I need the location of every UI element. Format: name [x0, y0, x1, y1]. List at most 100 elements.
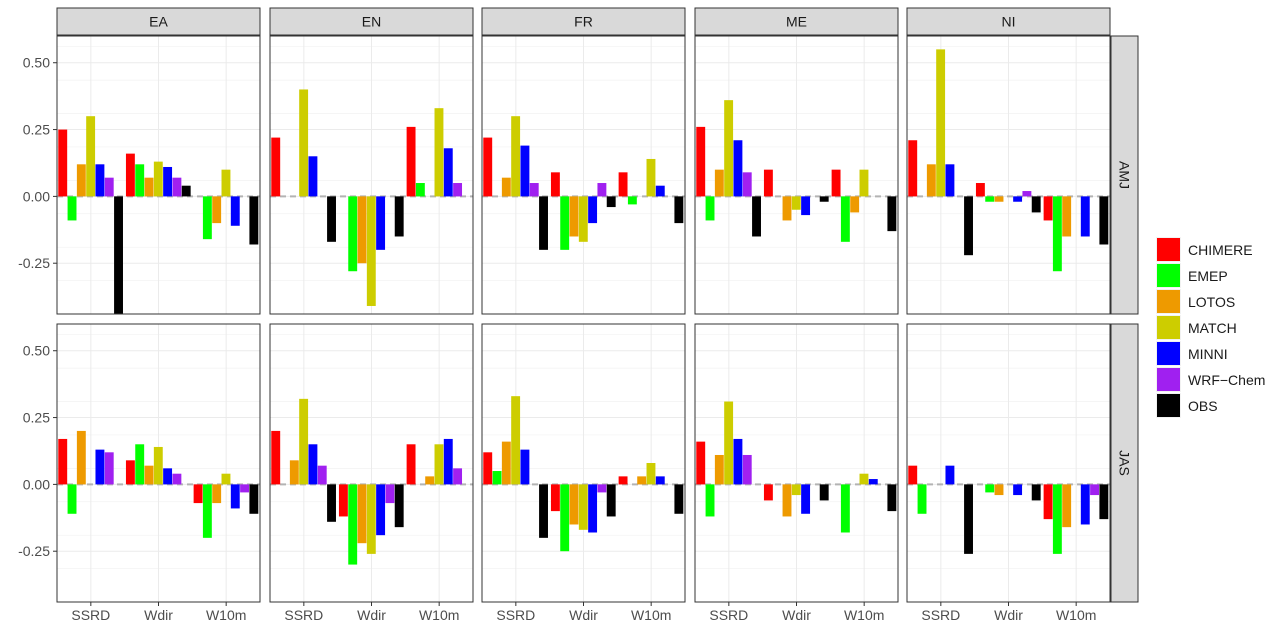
bar-amj-ea-wdir-wrfchem	[172, 177, 182, 197]
bar-amj-ea-ssrd-match	[86, 116, 96, 197]
bar-amj-ea-ssrd-chimere	[58, 129, 68, 197]
bar-amj-ni-wdir-obs	[1031, 196, 1041, 213]
bar-jas-en-wdir-wrfchem	[385, 484, 395, 504]
bar-jas-ea-w10m-minni	[230, 484, 240, 509]
panel-border	[694, 35, 899, 315]
bar-amj-fr-ssrd-wrfchem	[529, 183, 539, 197]
bar-amj-me-wdir-match	[791, 196, 801, 210]
bar-amj-ni-wdir-minni	[1013, 196, 1023, 202]
bar-jas-fr-wdir-obs	[606, 484, 616, 517]
bar-jas-fr-wdir-emep	[560, 484, 570, 552]
bar-jas-fr-ssrd-emep	[492, 471, 502, 485]
bar-amj-en-wdir-obs	[394, 196, 404, 237]
bar-amj-en-w10m-match	[434, 108, 444, 197]
bar-amj-me-wdir-lotos	[782, 196, 792, 221]
bar-amj-me-wdir-obs	[819, 196, 829, 202]
bar-jas-me-wdir-lotos	[782, 484, 792, 517]
bar-amj-ni-wdir-emep	[985, 196, 995, 202]
bar-jas-ni-w10m-chimere	[1043, 484, 1053, 520]
bar-amj-en-wdir-lotos	[357, 196, 367, 264]
x-tick-label-ssrd: SSRD	[921, 607, 960, 623]
bar-amj-me-ssrd-lotos	[714, 169, 724, 197]
bar-jas-me-wdir-chimere	[763, 484, 773, 501]
bar-jas-ni-wdir-lotos	[994, 484, 1004, 496]
bar-jas-ni-w10m-wrfchem	[1090, 484, 1100, 496]
bar-amj-fr-wdir-obs	[606, 196, 616, 208]
bar-amj-en-ssrd-match	[299, 89, 309, 197]
facet-label-amj: AMJ	[1117, 161, 1133, 189]
x-tick-label-wdir: Wdir	[782, 607, 811, 623]
bar-jas-ni-ssrd-minni	[945, 465, 955, 485]
x-tick-label-wdir: Wdir	[357, 607, 386, 623]
bar-jas-ea-ssrd-wrfchem	[104, 452, 114, 485]
bar-jas-en-ssrd-chimere	[271, 430, 281, 485]
panel-border	[481, 35, 686, 315]
panel-border	[56, 35, 261, 315]
bar-amj-me-ssrd-emep	[705, 196, 715, 221]
bar-amj-ea-ssrd-lotos	[76, 164, 86, 197]
bar-amj-ni-wdir-wrfchem	[1022, 191, 1032, 197]
x-tick-label-w10m: W10m	[206, 607, 246, 623]
bar-jas-fr-wdir-lotos	[569, 484, 579, 525]
bar-amj-ea-wdir-obs	[181, 185, 191, 197]
bar-jas-me-ssrd-match	[724, 401, 734, 485]
bar-amj-me-wdir-chimere	[763, 169, 773, 197]
bar-amj-me-ssrd-obs	[752, 196, 761, 237]
bar-jas-ni-w10m-lotos	[1062, 484, 1072, 528]
bar-jas-ni-ssrd-emep	[917, 484, 927, 514]
bar-amj-ea-ssrd-wrfchem	[104, 177, 114, 197]
bar-amj-ea-ssrd-minni	[95, 164, 105, 197]
facet-label-ni: NI	[1002, 14, 1016, 30]
panel-border	[269, 35, 474, 315]
bar-amj-ni-ssrd-obs	[964, 196, 973, 256]
bar-amj-fr-w10m-obs	[674, 196, 684, 224]
bar-jas-fr-w10m-match	[646, 463, 656, 485]
bar-amj-en-ssrd-obs	[327, 196, 336, 242]
bar-jas-ea-wdir-wrfchem	[172, 473, 182, 485]
bar-amj-me-ssrd-chimere	[696, 126, 706, 197]
bar-amj-fr-ssrd-minni	[520, 145, 530, 197]
bar-jas-ea-w10m-wrfchem	[240, 484, 250, 493]
y-tick-label: 0.50	[23, 55, 50, 71]
x-tick-label-wdir: Wdir	[994, 607, 1023, 623]
bar-jas-ea-wdir-emep	[135, 444, 145, 485]
bar-jas-ni-wdir-minni	[1013, 484, 1023, 496]
bar-jas-me-w10m-obs	[887, 484, 897, 512]
bar-amj-ni-w10m-lotos	[1062, 196, 1072, 237]
y-tick-label: -0.25	[18, 255, 50, 271]
bar-jas-ea-w10m-match	[221, 473, 231, 485]
legend-swatch-obs	[1157, 394, 1180, 417]
bar-jas-ni-ssrd-obs	[964, 484, 973, 554]
legend-label-emep: EMEP	[1188, 268, 1228, 284]
bar-jas-en-ssrd-obs	[327, 484, 336, 522]
bar-amj-fr-w10m-chimere	[618, 172, 628, 197]
bar-jas-ea-wdir-lotos	[144, 465, 154, 485]
bar-amj-en-wdir-minni	[376, 196, 386, 250]
y-tick-label: 0.00	[23, 188, 50, 204]
bar-amj-ea-w10m-obs	[249, 196, 259, 245]
legend-swatch-minni	[1157, 342, 1180, 365]
bar-jas-fr-ssrd-minni	[520, 449, 530, 485]
bar-jas-ea-wdir-minni	[163, 468, 173, 485]
x-tick-label-wdir: Wdir	[569, 607, 598, 623]
bar-amj-fr-ssrd-match	[511, 116, 521, 197]
panel-amj-en	[269, 35, 474, 315]
bar-jas-en-ssrd-lotos	[289, 460, 299, 485]
bar-jas-ni-w10m-minni	[1080, 484, 1090, 525]
legend-swatch-chimere	[1157, 238, 1180, 261]
bar-amj-ni-wdir-chimere	[975, 183, 985, 197]
bar-jas-en-wdir-match	[366, 484, 376, 554]
bar-jas-en-ssrd-minni	[308, 444, 318, 485]
bar-amj-en-wdir-emep	[348, 196, 358, 272]
facet-strip-me	[694, 7, 899, 36]
bar-jas-en-w10m-minni	[443, 438, 453, 485]
bar-jas-en-wdir-minni	[376, 484, 386, 536]
bar-amj-me-ssrd-wrfchem	[742, 172, 752, 197]
y-tick-label: 0.25	[23, 122, 50, 138]
bar-jas-ea-w10m-obs	[249, 484, 259, 514]
facet-strip-ni	[906, 7, 1111, 36]
bar-jas-ea-wdir-chimere	[125, 460, 135, 485]
bar-jas-en-w10m-match	[434, 444, 444, 485]
bar-jas-ea-w10m-lotos	[212, 484, 222, 504]
bar-jas-ea-ssrd-lotos	[76, 430, 86, 485]
